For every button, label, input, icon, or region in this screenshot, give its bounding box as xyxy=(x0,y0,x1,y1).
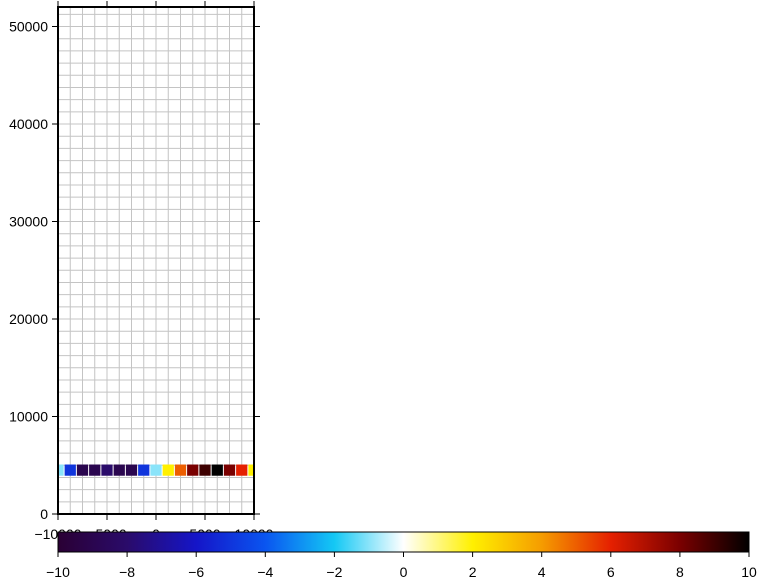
colorbar: −10 −8 −6 −4 −2 0 2 4 6 8 10 xyxy=(46,531,757,580)
heatmap-cell xyxy=(162,464,174,476)
colorbar-tick-label: −10 xyxy=(46,564,70,580)
colorbar-tick-label: 10 xyxy=(741,564,757,580)
heatmap-cell xyxy=(248,464,254,476)
colorbar-bar xyxy=(57,531,750,553)
heatmap-cell xyxy=(236,464,248,476)
heatmap-cell xyxy=(125,464,138,476)
heatmap-cell xyxy=(58,464,64,476)
colorbar-tick-label: −6 xyxy=(188,564,204,580)
y-tick-label: 10000 xyxy=(9,409,48,425)
heatmap-cell xyxy=(113,464,125,476)
colorbar-ticks: −10 −8 −6 −4 −2 0 2 4 6 8 10 xyxy=(46,552,757,580)
heatmap-cell xyxy=(174,464,187,476)
heatmap-cell xyxy=(187,464,199,476)
colorbar-tick-label: 0 xyxy=(400,564,408,580)
colorbar-tick-label: 6 xyxy=(607,564,615,580)
colorbar-tick-label: 4 xyxy=(538,564,546,580)
colorbar-tick-label: 8 xyxy=(676,564,684,580)
grid xyxy=(58,7,254,514)
colorbar-tick-label: −2 xyxy=(326,564,342,580)
colorbar-tick-label: −4 xyxy=(257,564,273,580)
y-tick-label: 30000 xyxy=(9,214,48,230)
heatmap-cell xyxy=(138,464,150,476)
heatmap-cell xyxy=(223,464,236,476)
heatmap-cell xyxy=(150,464,162,476)
y-tick-label: 40000 xyxy=(9,116,48,132)
y-tick-label: 20000 xyxy=(9,311,48,327)
heatmap-cell xyxy=(101,464,113,476)
heatmap-cell xyxy=(76,464,89,476)
colorbar-tick-label: 2 xyxy=(469,564,477,580)
heatmap-cell xyxy=(64,464,76,476)
heatmap-cell xyxy=(211,464,223,476)
heatmap-cell xyxy=(199,464,211,476)
colorbar-tick-label: −8 xyxy=(119,564,135,580)
y-tick-label: 0 xyxy=(40,506,48,522)
heatmap-cells xyxy=(58,464,254,476)
heatmap-cell xyxy=(89,464,101,476)
y-tick-label: 50000 xyxy=(9,19,48,35)
y-axis: 0 10000 20000 30000 40000 50000 xyxy=(9,19,260,522)
